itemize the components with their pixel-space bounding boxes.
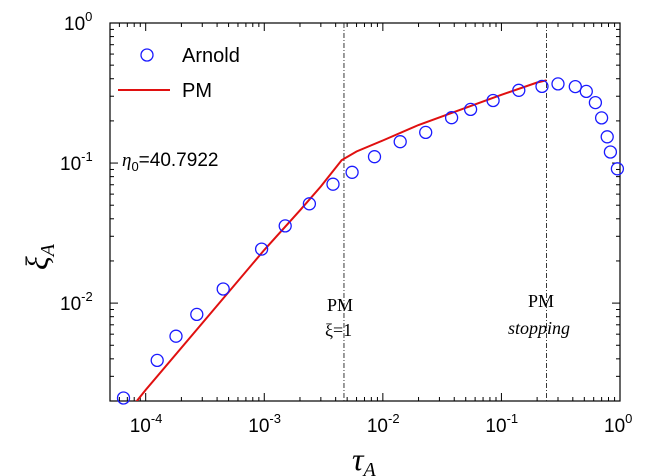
arnold-point [278, 219, 292, 233]
eta-value: =40.7922 [139, 150, 219, 171]
pm-xi-label-line2: ξ=1 [325, 320, 352, 340]
x-tick-label: 10-1 [485, 411, 518, 437]
tick-labels: 10-4 10-3 10-2 10-1 100 10-2 10-1 100 [60, 9, 632, 437]
legend-arnold-label: Arnold [182, 45, 240, 67]
arnold-point [512, 83, 526, 97]
x-tick-label: 10-3 [248, 411, 281, 437]
x-axis-title-sub: A [361, 459, 376, 476]
x-tick-label: 10-4 [130, 411, 163, 437]
legend-pm-label: PM [182, 80, 212, 102]
y-axis-title: ξA [19, 243, 59, 270]
arnold-point [345, 165, 359, 179]
arnold-point [600, 130, 614, 144]
y-axis-title-main: ξ [19, 256, 55, 270]
pm-stopping-label-line1: PM [528, 291, 554, 311]
arnold-series [116, 77, 625, 405]
x-axis-title: τA [352, 441, 376, 476]
arnold-point [486, 93, 500, 108]
plot-frame [109, 22, 621, 402]
x-axis-title-main: τ [352, 441, 365, 476]
arnold-point [603, 145, 618, 159]
arnold-point [216, 282, 230, 296]
axis-ticks [109, 22, 621, 402]
pm-xi-label-line1: PM [327, 295, 353, 315]
arnold-point [444, 111, 459, 125]
legend: Arnold PM [118, 45, 240, 102]
y-tick-label: 10-1 [60, 149, 93, 175]
arnold-point [568, 79, 582, 94]
arnold-point [150, 353, 164, 368]
arnold-point [610, 162, 625, 176]
pm-series [135, 79, 547, 401]
arnold-point [419, 125, 433, 140]
eta-annotation: η0=40.7922 [122, 150, 218, 174]
y-tick-label: 10-2 [60, 289, 93, 315]
arnold-point [367, 150, 382, 164]
arnold-point [579, 84, 593, 99]
arnold-point [116, 391, 131, 405]
arnold-point [254, 242, 269, 256]
reference-lines [343, 23, 547, 401]
y-axis-title-sub: A [37, 243, 59, 258]
arnold-point [190, 307, 204, 322]
eta-subscript: 0 [131, 159, 138, 174]
arnold-point [463, 102, 478, 117]
arnold-point [594, 111, 609, 125]
x-tick-label: 100 [604, 411, 632, 437]
arnold-point [393, 135, 407, 149]
eta-symbol: η [122, 150, 131, 171]
y-tick-label: 100 [64, 9, 92, 35]
arnold-point [326, 177, 340, 191]
arnold-point [588, 95, 603, 110]
pm-line [135, 79, 547, 401]
pm-stopping-label-line2: stopping [508, 318, 570, 338]
arnold-point [302, 197, 317, 211]
arnold-point [169, 329, 183, 343]
arnold-point [551, 77, 565, 91]
arnold-point [535, 79, 549, 94]
legend-arnold-marker [140, 48, 154, 62]
x-tick-label: 10-2 [367, 411, 400, 437]
